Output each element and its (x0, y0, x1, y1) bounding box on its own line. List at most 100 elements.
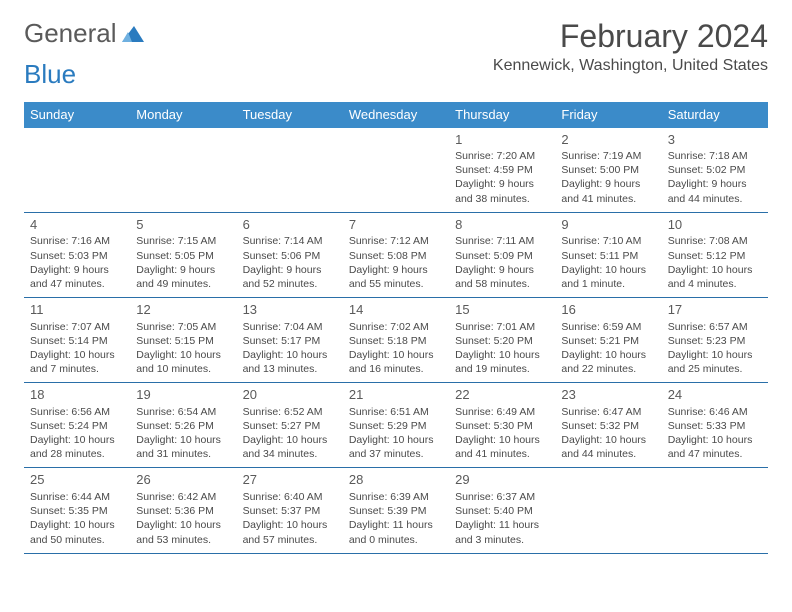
weekday-header: Thursday (449, 102, 555, 128)
empty-cell (237, 128, 343, 212)
calendar: SundayMondayTuesdayWednesdayThursdayFrid… (24, 102, 768, 554)
day-number: 24 (668, 386, 762, 404)
day-number: 14 (349, 301, 443, 319)
calendar-row: 11Sunrise: 7:07 AMSunset: 5:14 PMDayligh… (24, 298, 768, 383)
day-number: 12 (136, 301, 230, 319)
day-number: 1 (455, 131, 549, 149)
daylight-line: Daylight: 10 hours and 57 minutes. (243, 518, 337, 546)
daylight-line: Daylight: 10 hours and 13 minutes. (243, 348, 337, 376)
sunset-line: Sunset: 5:06 PM (243, 249, 337, 263)
day-number: 7 (349, 216, 443, 234)
day-cell: 17Sunrise: 6:57 AMSunset: 5:23 PMDayligh… (662, 298, 768, 382)
day-cell: 26Sunrise: 6:42 AMSunset: 5:36 PMDayligh… (130, 468, 236, 552)
day-cell: 3Sunrise: 7:18 AMSunset: 5:02 PMDaylight… (662, 128, 768, 212)
sunset-line: Sunset: 5:17 PM (243, 334, 337, 348)
sunrise-line: Sunrise: 6:57 AM (668, 320, 762, 334)
day-cell: 27Sunrise: 6:40 AMSunset: 5:37 PMDayligh… (237, 468, 343, 552)
day-number: 22 (455, 386, 549, 404)
daylight-line: Daylight: 11 hours and 3 minutes. (455, 518, 549, 546)
day-number: 18 (30, 386, 124, 404)
day-number: 28 (349, 471, 443, 489)
daylight-line: Daylight: 10 hours and 4 minutes. (668, 263, 762, 291)
day-cell: 23Sunrise: 6:47 AMSunset: 5:32 PMDayligh… (555, 383, 661, 467)
sunset-line: Sunset: 5:26 PM (136, 419, 230, 433)
day-cell: 24Sunrise: 6:46 AMSunset: 5:33 PMDayligh… (662, 383, 768, 467)
sunrise-line: Sunrise: 6:46 AM (668, 405, 762, 419)
day-cell: 5Sunrise: 7:15 AMSunset: 5:05 PMDaylight… (130, 213, 236, 297)
day-cell: 29Sunrise: 6:37 AMSunset: 5:40 PMDayligh… (449, 468, 555, 552)
sunset-line: Sunset: 5:37 PM (243, 504, 337, 518)
sunrise-line: Sunrise: 7:15 AM (136, 234, 230, 248)
empty-cell (130, 128, 236, 212)
day-cell: 25Sunrise: 6:44 AMSunset: 5:35 PMDayligh… (24, 468, 130, 552)
day-number: 29 (455, 471, 549, 489)
daylight-line: Daylight: 10 hours and 47 minutes. (668, 433, 762, 461)
daylight-line: Daylight: 10 hours and 10 minutes. (136, 348, 230, 376)
day-cell: 20Sunrise: 6:52 AMSunset: 5:27 PMDayligh… (237, 383, 343, 467)
day-cell: 15Sunrise: 7:01 AMSunset: 5:20 PMDayligh… (449, 298, 555, 382)
empty-cell (24, 128, 130, 212)
day-cell: 16Sunrise: 6:59 AMSunset: 5:21 PMDayligh… (555, 298, 661, 382)
sunset-line: Sunset: 5:29 PM (349, 419, 443, 433)
daylight-line: Daylight: 10 hours and 22 minutes. (561, 348, 655, 376)
sunrise-line: Sunrise: 7:08 AM (668, 234, 762, 248)
day-cell: 14Sunrise: 7:02 AMSunset: 5:18 PMDayligh… (343, 298, 449, 382)
day-number: 21 (349, 386, 443, 404)
sunrise-line: Sunrise: 7:05 AM (136, 320, 230, 334)
day-number: 23 (561, 386, 655, 404)
daylight-line: Daylight: 9 hours and 44 minutes. (668, 177, 762, 205)
logo: General (24, 18, 146, 49)
sunrise-line: Sunrise: 7:10 AM (561, 234, 655, 248)
day-cell: 13Sunrise: 7:04 AMSunset: 5:17 PMDayligh… (237, 298, 343, 382)
weekday-header: Friday (555, 102, 661, 128)
daylight-line: Daylight: 9 hours and 41 minutes. (561, 177, 655, 205)
day-number: 3 (668, 131, 762, 149)
daylight-line: Daylight: 10 hours and 37 minutes. (349, 433, 443, 461)
daylight-line: Daylight: 10 hours and 31 minutes. (136, 433, 230, 461)
day-cell: 11Sunrise: 7:07 AMSunset: 5:14 PMDayligh… (24, 298, 130, 382)
day-number: 26 (136, 471, 230, 489)
sunset-line: Sunset: 5:32 PM (561, 419, 655, 433)
month-title: February 2024 (493, 18, 768, 55)
daylight-line: Daylight: 9 hours and 49 minutes. (136, 263, 230, 291)
daylight-line: Daylight: 10 hours and 28 minutes. (30, 433, 124, 461)
day-number: 6 (243, 216, 337, 234)
sunrise-line: Sunrise: 6:52 AM (243, 405, 337, 419)
sunrise-line: Sunrise: 6:44 AM (30, 490, 124, 504)
daylight-line: Daylight: 9 hours and 58 minutes. (455, 263, 549, 291)
sunrise-line: Sunrise: 6:40 AM (243, 490, 337, 504)
sunrise-line: Sunrise: 7:20 AM (455, 149, 549, 163)
weekday-header: Sunday (24, 102, 130, 128)
daylight-line: Daylight: 11 hours and 0 minutes. (349, 518, 443, 546)
daylight-line: Daylight: 10 hours and 1 minute. (561, 263, 655, 291)
sunset-line: Sunset: 5:36 PM (136, 504, 230, 518)
day-number: 25 (30, 471, 124, 489)
sunset-line: Sunset: 5:05 PM (136, 249, 230, 263)
day-number: 5 (136, 216, 230, 234)
sunset-line: Sunset: 5:30 PM (455, 419, 549, 433)
daylight-line: Daylight: 9 hours and 55 minutes. (349, 263, 443, 291)
day-number: 17 (668, 301, 762, 319)
day-cell: 21Sunrise: 6:51 AMSunset: 5:29 PMDayligh… (343, 383, 449, 467)
sunrise-line: Sunrise: 7:12 AM (349, 234, 443, 248)
sunrise-line: Sunrise: 7:11 AM (455, 234, 549, 248)
logo-word-blue: Blue (24, 59, 76, 90)
sunset-line: Sunset: 4:59 PM (455, 163, 549, 177)
sunset-line: Sunset: 5:03 PM (30, 249, 124, 263)
day-cell: 7Sunrise: 7:12 AMSunset: 5:08 PMDaylight… (343, 213, 449, 297)
empty-cell (555, 468, 661, 552)
sunrise-line: Sunrise: 6:51 AM (349, 405, 443, 419)
sunset-line: Sunset: 5:09 PM (455, 249, 549, 263)
daylight-line: Daylight: 10 hours and 53 minutes. (136, 518, 230, 546)
day-number: 9 (561, 216, 655, 234)
day-number: 20 (243, 386, 337, 404)
day-number: 13 (243, 301, 337, 319)
daylight-line: Daylight: 10 hours and 50 minutes. (30, 518, 124, 546)
sunrise-line: Sunrise: 6:39 AM (349, 490, 443, 504)
sunset-line: Sunset: 5:35 PM (30, 504, 124, 518)
sunrise-line: Sunrise: 6:59 AM (561, 320, 655, 334)
sunset-line: Sunset: 5:33 PM (668, 419, 762, 433)
calendar-row: 18Sunrise: 6:56 AMSunset: 5:24 PMDayligh… (24, 383, 768, 468)
day-cell: 8Sunrise: 7:11 AMSunset: 5:09 PMDaylight… (449, 213, 555, 297)
day-number: 2 (561, 131, 655, 149)
